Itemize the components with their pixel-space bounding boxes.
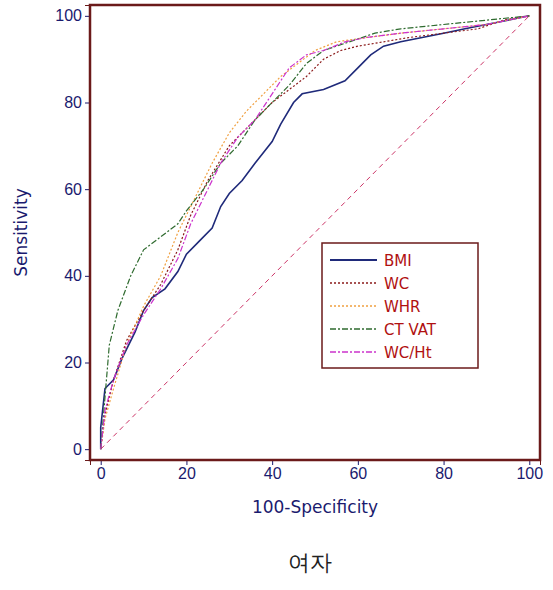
y-tick: 100: [55, 7, 90, 24]
y-tick: 40: [64, 267, 90, 284]
x-tick: 20: [178, 460, 196, 482]
legend-label: BMI: [384, 252, 412, 270]
legend-swatch: [330, 305, 377, 306]
x-axis-title: 100-Specificity: [252, 497, 378, 517]
x-tick-label: 60: [349, 465, 367, 482]
y-tick: 60: [64, 181, 90, 198]
roc-curve: [101, 16, 530, 449]
legend-swatch: [330, 328, 377, 329]
plot-area: [101, 16, 530, 449]
y-tick-label: 60: [64, 181, 82, 198]
y-tick-label: 20: [64, 354, 82, 371]
legend-box: [322, 243, 478, 368]
legend-label: WC/Ht: [384, 344, 432, 362]
y-tick-label: 0: [73, 441, 82, 458]
y-tick-label: 40: [64, 267, 82, 284]
x-tick: 100: [516, 460, 543, 482]
x-tick: 40: [264, 460, 282, 482]
legend-swatch: [330, 259, 377, 261]
y-tick: 0: [73, 441, 90, 458]
x-tick-label: 40: [264, 465, 282, 482]
chart: 0 20 40 60 80 100 0 20 40 60 80 100 BMI WC WHR CT VAT WC…: [0, 0, 553, 590]
y-tick: 80: [64, 94, 90, 111]
x-tick-label: 20: [178, 465, 196, 482]
legend: BMI WC WHR CT VAT WC/Ht: [322, 243, 478, 368]
y-tick: 20: [64, 354, 90, 371]
roc-curve: [101, 16, 530, 449]
reference-line: [101, 16, 530, 449]
x-tick-label: 0: [97, 465, 106, 482]
legend-label: CT VAT: [384, 321, 437, 339]
roc-curve: [101, 16, 530, 449]
x-tick: 0: [97, 460, 106, 482]
y-axis-title: Sensitivity: [11, 188, 31, 277]
x-tick-label: 80: [435, 465, 453, 482]
legend-swatch: [330, 282, 377, 283]
x-tick: 60: [349, 460, 367, 482]
chart-title: 여자: [288, 550, 332, 575]
roc-curve: [101, 16, 530, 449]
y-tick-label: 80: [64, 94, 82, 111]
x-tick: 80: [435, 460, 453, 482]
legend-swatch: [330, 351, 377, 352]
roc-curve: [101, 16, 530, 449]
y-tick-label: 100: [55, 7, 82, 24]
plot-frame: [90, 5, 540, 460]
legend-label: WHR: [384, 298, 421, 316]
x-axis: 0 20 40 60 80 100: [91, 460, 544, 482]
x-tick-label: 100: [516, 465, 543, 482]
legend-label: WC: [384, 275, 409, 293]
y-axis: 0 20 40 60 80 100: [55, 6, 90, 461]
